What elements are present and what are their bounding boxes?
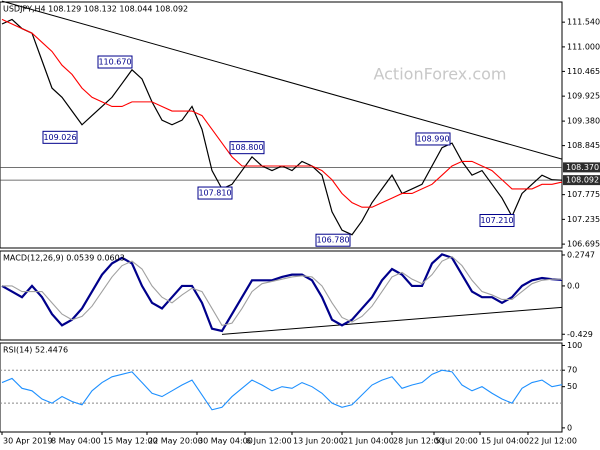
panel-title: RSI(14) 52.4476: [3, 346, 68, 355]
series-line: [1, 18, 563, 208]
y-tick-label: 0.2747: [567, 250, 595, 259]
panel-frame: [0, 250, 563, 341]
y-tick-label: 107.235: [567, 215, 600, 224]
annotation-box: [479, 214, 515, 228]
x-tick-label: 6 Jun 12:00: [246, 437, 292, 446]
x-tick-label: 15 Jul 04:00: [481, 437, 529, 446]
series-line: [2, 255, 562, 326]
trendline: [1, 0, 563, 160]
annotation: 107.210: [480, 216, 513, 225]
annotation-box: [415, 132, 451, 146]
annotation-box: [315, 233, 351, 247]
x-tick-label: 8 May 04:00: [51, 437, 101, 446]
annotation: 110.670: [98, 58, 131, 67]
y-tick-label: 106.695: [567, 240, 600, 249]
y-tick-label: 110.465: [567, 67, 600, 76]
annotation: 106.780: [316, 236, 349, 245]
y-tick-label: 111.540: [567, 18, 600, 27]
series-line: [1, 253, 563, 333]
price-label-box: [563, 175, 600, 186]
panel-title: USDJPY,H4 108.129 108.132 108.044 108.09…: [3, 5, 188, 14]
y-tick-label: -0.429: [567, 330, 593, 339]
annotation-box: [97, 55, 133, 69]
x-tick-label: 22 May 20:00: [148, 437, 203, 446]
y-tick-label: 50: [567, 382, 577, 391]
y-tick-label: 109.380: [567, 117, 600, 126]
x-tick-label: 28 Jun 12:00: [393, 437, 444, 446]
annotation: 108.990: [416, 134, 449, 143]
y-tick-label: 0.0: [567, 281, 580, 290]
annotation: 107.810: [198, 189, 231, 198]
x-tick-label: 30 Apr 2019: [3, 437, 52, 446]
x-tick-label: 22 Jul 12:00: [529, 437, 577, 446]
y-tick-label: 100: [567, 341, 582, 350]
annotation: 108.800: [230, 143, 263, 152]
x-tick-label: 21 Jun 04:00: [343, 437, 394, 446]
series-line: [1, 369, 563, 411]
annotation-box: [229, 141, 265, 155]
y-tick-label: 109.925: [567, 92, 600, 101]
price-label-box: [563, 162, 600, 173]
y-tick-label: 0: [567, 423, 572, 432]
y-tick-label: 107.775: [567, 190, 600, 199]
annotation: 109.026: [43, 133, 76, 142]
y-tick-label: 111.000: [567, 42, 600, 51]
y-tick-label: 108.845: [567, 141, 600, 150]
panel-frame: [0, 342, 563, 433]
x-tick-label: 5 Jul 20:00: [435, 437, 478, 446]
panel-title: MACD(12,26,9) 0.0539 0.0603: [3, 254, 125, 263]
trendline: [221, 306, 563, 335]
x-tick-label: 13 Jun 20:00: [293, 437, 344, 446]
x-tick-label: 30 May 04:00: [198, 437, 253, 446]
price-label: 108.370: [566, 163, 599, 172]
x-tick-label: 15 May 12:00: [103, 437, 158, 446]
y-tick-label: 70: [567, 366, 577, 375]
watermark: ActionForex.com: [373, 65, 506, 84]
annotation-box: [197, 186, 233, 200]
annotation-box: [42, 130, 78, 144]
price-label: 108.092: [566, 176, 599, 185]
panel-frame: [0, 1, 563, 249]
